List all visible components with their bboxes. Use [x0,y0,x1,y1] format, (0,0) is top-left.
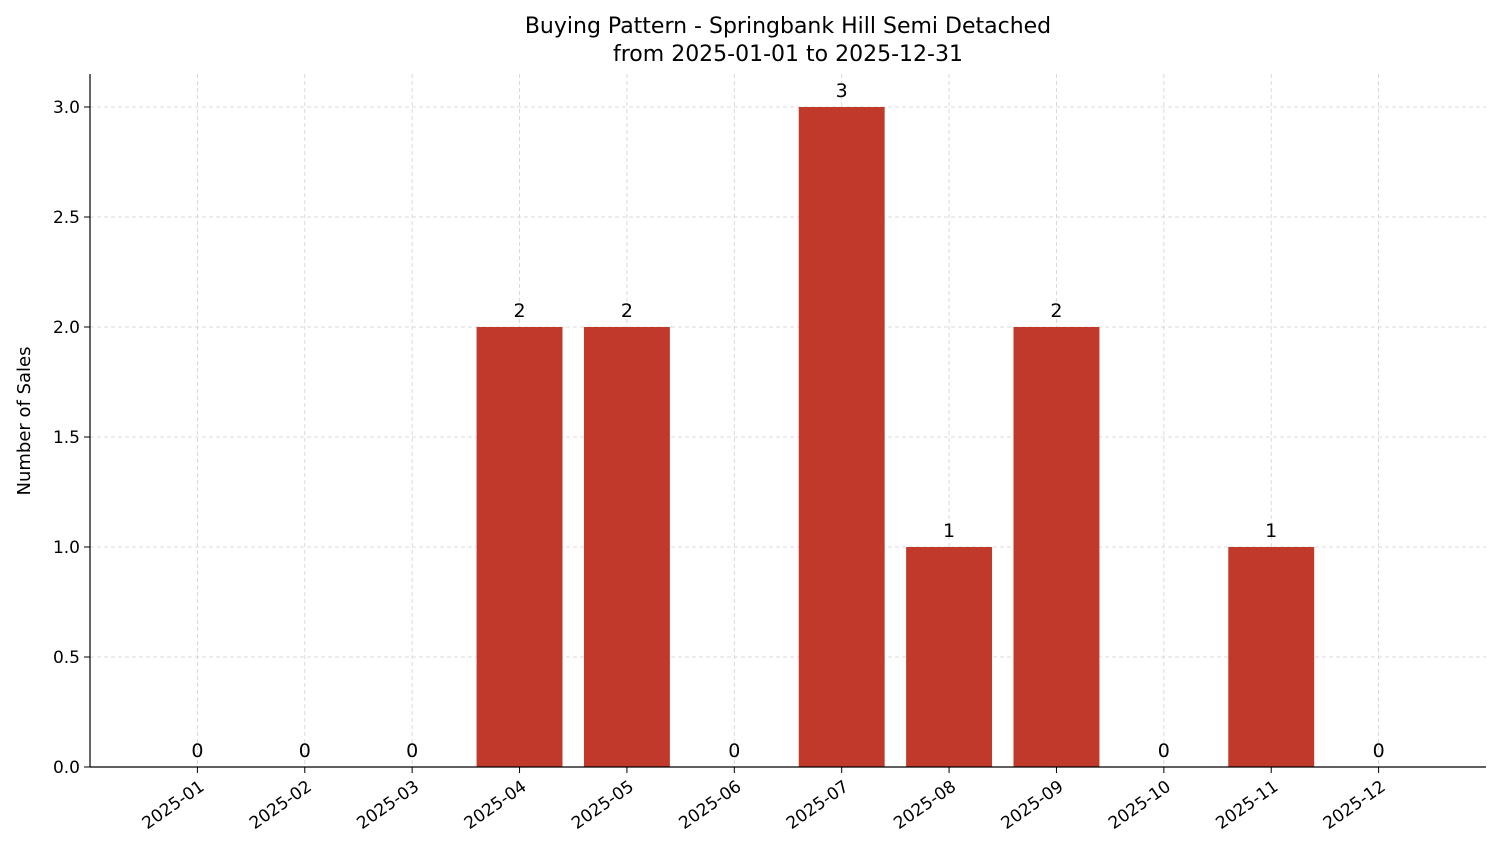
data-label: 0 [1158,740,1170,762]
y-tick-label: 3.0 [53,98,80,118]
x-tick-label: 2025-04 [461,777,531,834]
data-label: 2 [513,300,525,322]
chart-title: Buying Pattern - Springbank Hill Semi De… [525,14,1051,39]
x-tick-label: 2025-12 [1320,777,1390,834]
x-tick-label: 2025-01 [139,777,209,834]
bar-2025-04 [476,327,563,767]
y-tick-label: 2.5 [53,208,80,228]
bar-2025-11 [1228,547,1315,767]
bar-2025-08 [906,547,993,767]
bar-2025-07 [798,107,885,767]
y-tick-label: 2.0 [53,318,80,338]
chart-subtitle: from 2025-01-01 to 2025-12-31 [613,42,963,67]
x-tick-label: 2025-02 [246,777,316,834]
x-tick-label: 2025-10 [1105,777,1175,834]
x-tick-label: 2025-05 [568,777,638,834]
bar-2025-05 [583,327,670,767]
data-label: 0 [191,740,203,762]
x-tick-label: 2025-03 [353,777,423,834]
data-label: 2 [621,300,633,322]
data-label: 3 [836,80,848,102]
y-tick-label: 0.5 [53,648,80,668]
data-label: 0 [406,740,418,762]
y-tick-label: 0.0 [53,758,80,778]
data-label: 1 [943,520,955,542]
x-tick-label: 2025-09 [998,777,1068,834]
x-tick-label: 2025-06 [676,777,746,834]
y-tick-label: 1.5 [53,428,80,448]
y-axis-label: Number of Sales [14,346,35,495]
x-tick-label: 2025-11 [1212,777,1282,834]
data-label: 0 [728,740,740,762]
data-label: 0 [1373,740,1385,762]
x-tick-label: 2025-08 [890,777,960,834]
y-tick-label: 1.0 [53,538,80,558]
data-label: 2 [1050,300,1062,322]
data-label: 1 [1265,520,1277,542]
data-label: 0 [299,740,311,762]
bar-2025-09 [1013,327,1100,767]
x-tick-label: 2025-07 [783,777,853,834]
